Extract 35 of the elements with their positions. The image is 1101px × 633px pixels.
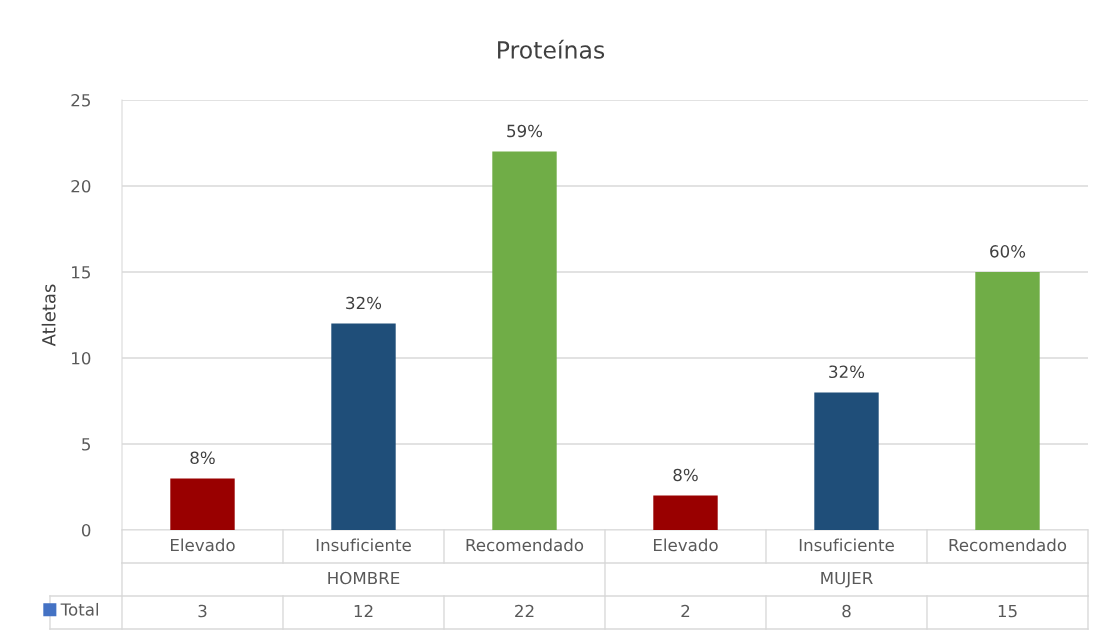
- y-tick-label: 15: [72, 266, 90, 279]
- x-tick-label: Elevado: [171, 538, 235, 552]
- bar: [492, 151, 557, 530]
- y-tick-label: 10: [72, 351, 91, 365]
- y-tick-label: 25: [71, 93, 90, 107]
- text: HOMBRE: [328, 571, 400, 585]
- data-label: 15: [998, 604, 1017, 618]
- y-axis-title: Atletas: [41, 284, 56, 347]
- x-tick-label: Recomendado: [466, 538, 584, 552]
- annotation: 32%: [346, 296, 382, 310]
- bar: [814, 392, 879, 530]
- text: MUJER: [821, 571, 873, 588]
- data-label: 12: [354, 604, 373, 618]
- y-tick-label: 5: [82, 438, 90, 451]
- data-label: 3: [198, 604, 207, 618]
- annotation: 59%: [507, 124, 543, 138]
- annotation: 60%: [990, 245, 1026, 258]
- bar: [170, 478, 235, 530]
- y-tick-label: 0: [81, 523, 91, 537]
- data-label: 22: [515, 604, 534, 618]
- x-tick-label: Insuficiente: [316, 538, 411, 552]
- x-tick-label: Recomendado: [949, 538, 1067, 552]
- text: Total: [60, 602, 99, 616]
- x-tick-label: Elevado: [654, 538, 718, 552]
- bar: [331, 323, 396, 530]
- annotation: 8%: [673, 468, 698, 482]
- bar: [975, 272, 1040, 530]
- annotation: 32%: [829, 365, 865, 379]
- data-label: 8: [842, 604, 851, 618]
- bar: [653, 495, 718, 530]
- y-tick-label: 20: [71, 179, 91, 193]
- chart-title: Proteínas: [498, 39, 605, 59]
- data-label: 2: [681, 604, 690, 618]
- annotation: 8%: [190, 451, 215, 465]
- x-tick-label: Insuficiente: [799, 538, 894, 552]
